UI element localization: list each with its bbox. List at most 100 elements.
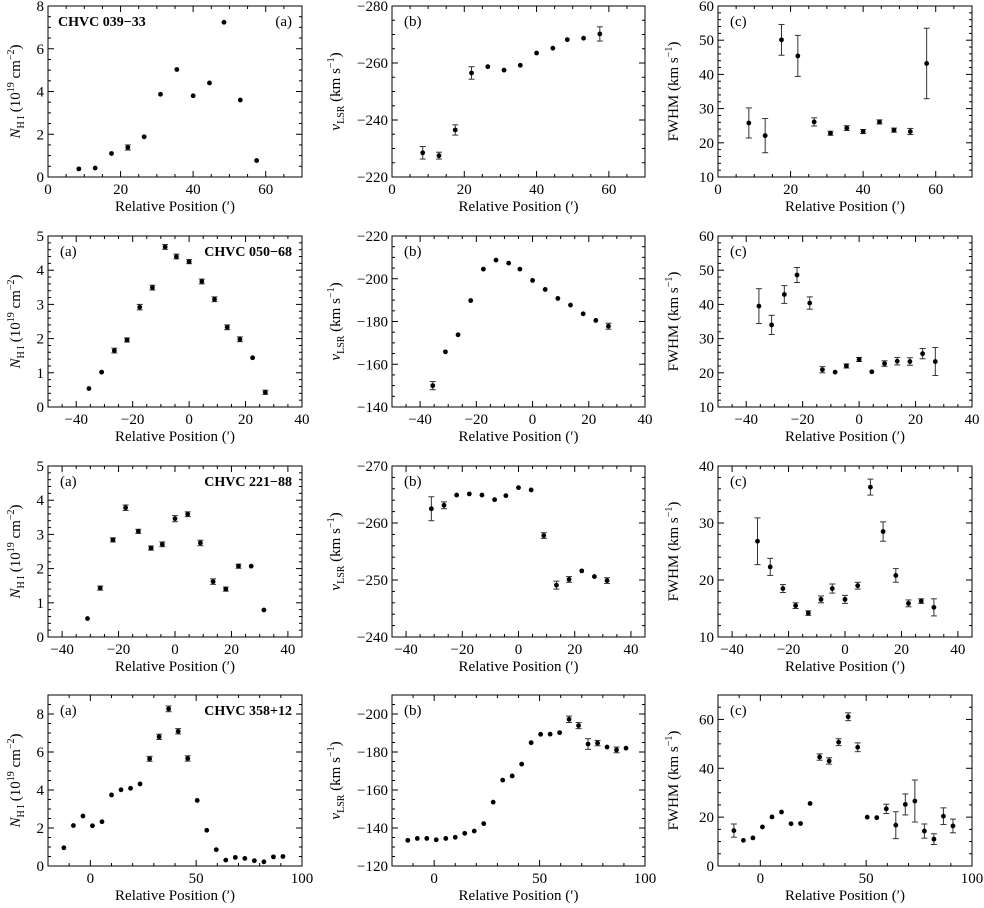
data-marker [818, 596, 824, 602]
panel-tag: (c) [730, 244, 747, 260]
data-point [492, 497, 498, 503]
data-point [190, 93, 196, 99]
x-tick-label: 40 [638, 412, 653, 428]
y-tick-label: 8 [37, 0, 45, 15]
x-tick-label: 0 [841, 642, 849, 658]
data-point [923, 27, 930, 100]
data-point [798, 821, 803, 826]
data-marker [519, 761, 525, 767]
data-marker [159, 541, 165, 547]
data-marker [420, 150, 426, 156]
data-point [165, 705, 172, 713]
data-point [553, 580, 560, 590]
data-marker [485, 64, 491, 70]
plot-frame [717, 235, 973, 408]
y-tick-label: 20 [699, 136, 714, 152]
data-marker [452, 834, 458, 840]
data-point [730, 823, 737, 838]
data-marker [468, 298, 474, 303]
data-marker [891, 127, 897, 133]
panel-tag: (b) [404, 474, 422, 490]
cloud-label: CHVC 050−68 [204, 245, 292, 260]
panel-3-b: −40 −20 0 20 40 −240 −250 −260 −270 Relative Posi… [326, 459, 646, 675]
data-marker [156, 734, 162, 740]
data-marker [111, 348, 117, 353]
data-marker [462, 830, 468, 836]
y-tick-label: −160 [357, 357, 388, 373]
data-point [921, 823, 928, 839]
x-tick-label: 20 [567, 642, 582, 658]
data-point [174, 67, 180, 72]
data-point [86, 386, 92, 391]
data-point [807, 801, 813, 806]
data-point [435, 151, 442, 160]
panel-tag: (a) [60, 244, 77, 260]
data-marker [767, 564, 773, 570]
data-marker [175, 728, 181, 734]
data-marker [141, 134, 147, 140]
data-marker [528, 487, 534, 493]
data-marker [172, 516, 178, 522]
data-point [792, 602, 799, 609]
data-marker [931, 836, 937, 842]
data-point [932, 346, 939, 377]
panel-3-c: −40 −20 0 20 40 10 20 30 40 Relative Position (′)… [664, 459, 973, 675]
data-point [405, 837, 411, 843]
data-point [788, 821, 794, 827]
data-marker [430, 383, 436, 389]
data-point [271, 854, 276, 860]
data-marker [109, 151, 114, 156]
plot-frame [47, 5, 303, 178]
data-marker [907, 129, 913, 134]
data-marker [271, 854, 276, 860]
data-point [864, 814, 870, 820]
data-marker [566, 716, 572, 722]
data-point [207, 80, 212, 86]
y-tick-label: 5 [37, 229, 45, 245]
data-marker [557, 730, 563, 736]
data-marker [779, 37, 784, 43]
data-marker [213, 847, 219, 853]
panel-4-a: 0 50 100 0 2 4 6 8 Relative Position (′) NH I (10… [6, 694, 313, 904]
data-point [528, 740, 534, 746]
data-marker [781, 292, 787, 297]
data-marker [845, 714, 851, 720]
data-point [485, 64, 491, 70]
data-marker [125, 145, 131, 150]
data-marker [501, 67, 507, 73]
x-tick-label: 40 [529, 182, 544, 198]
data-marker [469, 70, 474, 76]
data-marker [538, 731, 544, 737]
data-marker [414, 836, 420, 841]
data-point [843, 363, 850, 369]
data-marker [931, 604, 937, 610]
data-marker [869, 369, 875, 375]
data-point [842, 594, 848, 604]
data-point [85, 616, 90, 621]
data-point [194, 798, 200, 803]
data-marker [443, 349, 448, 355]
data-point [428, 496, 435, 522]
x-axis-label: Relative Position (′) [115, 888, 235, 904]
data-point [741, 837, 746, 843]
data-marker [466, 491, 472, 497]
x-axis-label: Relative Position (′) [115, 429, 235, 445]
data-point [261, 859, 267, 865]
data-marker [941, 813, 946, 819]
y-axis-label: NH I (1019 cm−2) [6, 504, 27, 599]
y-tick-label: 50 [699, 263, 714, 279]
data-point [419, 146, 426, 160]
data-marker [517, 266, 523, 272]
data-point [433, 837, 439, 843]
data-marker [880, 529, 886, 534]
data-point [137, 781, 143, 787]
data-marker [490, 799, 496, 805]
data-point [213, 847, 219, 853]
data-point [186, 259, 193, 265]
y-tick-label: 4 [37, 493, 45, 509]
y-tick-label: −140 [357, 821, 388, 837]
data-marker [185, 511, 191, 517]
data-marker [568, 302, 573, 308]
data-point [906, 357, 913, 366]
data-marker [90, 823, 95, 829]
